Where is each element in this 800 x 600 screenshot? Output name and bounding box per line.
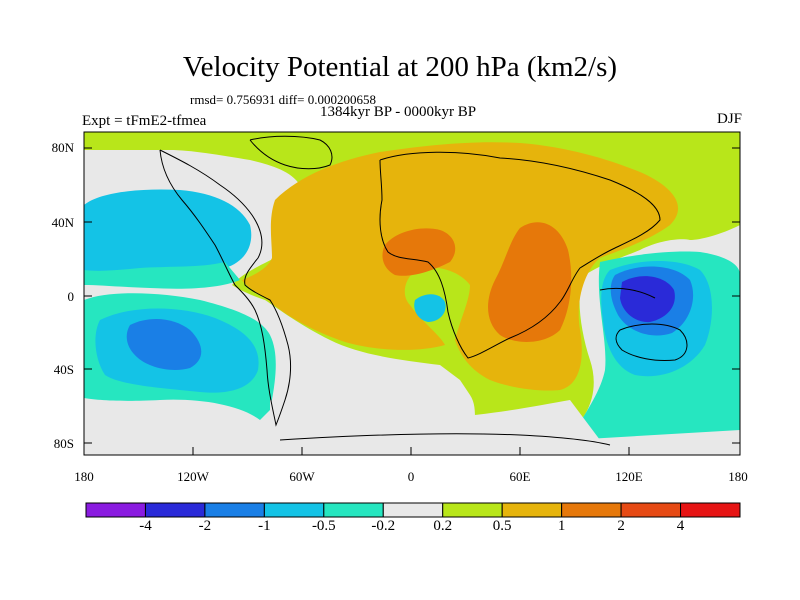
lat-label-40s: 40S (53, 362, 74, 377)
colorbar-swatch (323, 502, 384, 518)
colorbar-label: -4 (139, 518, 152, 534)
lon-label-60w: 60W (289, 469, 315, 484)
lon-label-120w: 120W (177, 469, 209, 484)
colorbar-swatch (382, 502, 444, 518)
lon-label-180e: 180 (728, 469, 748, 484)
colorbar-label: -0.2 (371, 518, 396, 534)
colorbar-label: 4 (676, 518, 685, 534)
colorbar-swatch (204, 502, 265, 518)
season-label: DJF (716, 111, 742, 127)
positive-orange-indian (488, 222, 572, 342)
colorbar-swatch (85, 502, 146, 518)
lat-label-80s: 80S (53, 436, 74, 451)
colorbar-swatch (263, 502, 325, 518)
colorbar-label: -2 (198, 518, 212, 534)
lat-label-0: 0 (67, 289, 75, 304)
lon-label-0: 0 (407, 469, 415, 484)
colorbar-label: 2 (617, 518, 625, 534)
stats-text: rmsd= 0.756931 diff= 0.000200658 (190, 92, 376, 107)
lat-label-80n: 80N (51, 140, 74, 155)
colorbar-swatch (501, 502, 563, 518)
negative-darkblue-maritime (620, 276, 675, 323)
colorbar-label: -0.5 (311, 518, 336, 534)
lon-label-120e: 120E (615, 469, 643, 484)
contour-field (84, 132, 740, 455)
colorbar-swatch (442, 502, 503, 518)
colorbar-swatch (561, 502, 622, 518)
colorbar-swatch (680, 502, 741, 518)
coastlines (159, 135, 688, 446)
positive-gold-region (242, 142, 679, 391)
chart-title: Velocity Potential at 200 hPa (km2/s) (182, 51, 618, 83)
negative-teal-npacific (84, 262, 240, 289)
experiment-label: Expt = tFmE2-tfmea (82, 113, 207, 129)
colorbar-label: 1 (557, 518, 566, 534)
negative-blue-spacific (126, 318, 202, 370)
colorbar-swatch (144, 502, 206, 518)
axis-ticks (84, 147, 740, 455)
lon-label-180w: 180 (74, 469, 94, 484)
colorbar (85, 502, 741, 518)
negative-cyan-satlantic (414, 294, 446, 322)
positive-orange-africa (382, 228, 456, 276)
colorbar-label: 0.2 (433, 518, 453, 534)
lon-label-60e: 60E (509, 469, 531, 484)
negative-cyan-npacific (84, 189, 252, 277)
colorbar-label: -1 (258, 518, 271, 534)
neutral-southern-ocean (270, 400, 600, 455)
lat-label-40n: 40N (51, 215, 74, 230)
map-frame (83, 131, 741, 456)
colorbar-swatch (620, 502, 682, 518)
colorbar-label: 0.5 (492, 518, 512, 534)
period-label: 1384kyr BP - 0000kyr BP (320, 104, 477, 120)
